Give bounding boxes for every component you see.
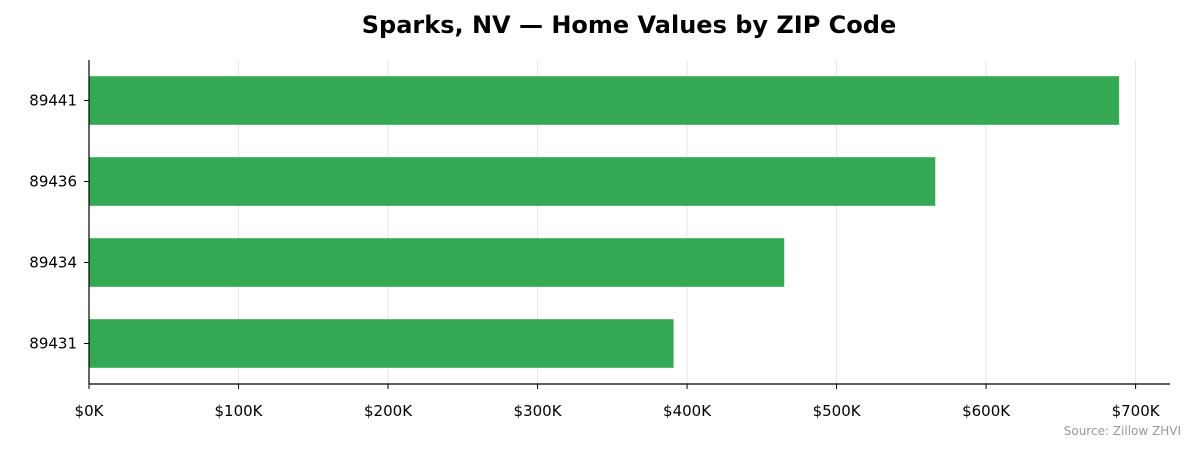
bar-89441 (89, 76, 1120, 125)
chart-title: Sparks, NV — Home Values by ZIP Code (361, 11, 897, 39)
x-tick-label: $100K (215, 402, 264, 420)
x-tick-label: $0K (75, 402, 105, 420)
y-tick-label: 89434 (29, 254, 77, 272)
bar-89431 (89, 319, 674, 368)
bar-89436 (89, 157, 936, 206)
y-tick-labels: 89441 89436 89434 89431 (29, 92, 77, 353)
source-note: Source: Zillow ZHVI (1063, 424, 1181, 438)
y-tick-label: 89436 (29, 173, 77, 191)
bar-89434 (89, 238, 785, 287)
x-tick-label: $400K (663, 402, 712, 420)
x-tick-label: $300K (514, 402, 563, 420)
bars (89, 76, 1120, 368)
x-tick-label: $200K (364, 402, 413, 420)
x-tick-label: $500K (813, 402, 862, 420)
y-tick-label: 89441 (29, 92, 77, 110)
axes (84, 60, 1170, 389)
x-tick-label: $600K (962, 402, 1011, 420)
x-tick-label: $700K (1112, 402, 1161, 420)
y-tick-label: 89431 (29, 335, 77, 353)
x-tick-labels: $0K $100K $200K $300K $400K $500K $600K $700K (75, 402, 1161, 420)
